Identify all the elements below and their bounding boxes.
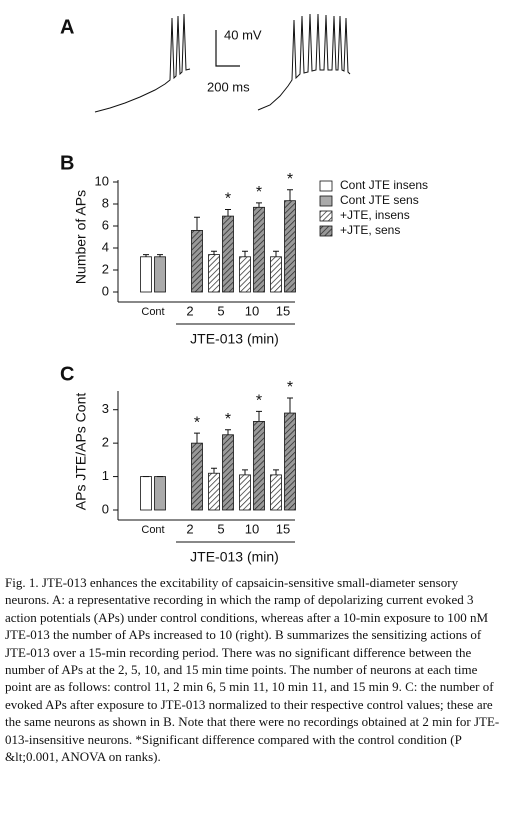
bar-hatch <box>270 256 282 292</box>
error-bar <box>273 250 279 257</box>
x-tick-label: 5 <box>217 303 224 318</box>
bar-hatch <box>253 207 265 292</box>
error-bar <box>225 209 231 217</box>
error-bar <box>143 254 149 257</box>
significance-mark: * <box>225 411 231 428</box>
error-bar <box>273 469 279 475</box>
legend-hatch <box>320 226 332 236</box>
y-tick-label: 0 <box>102 283 109 298</box>
bar-hatch <box>191 443 203 510</box>
y-tick-label: 6 <box>102 217 109 232</box>
y-tick-label: 2 <box>102 261 109 276</box>
legend-hatch <box>320 211 332 221</box>
bar-hatch <box>222 434 234 510</box>
error-bar <box>287 189 293 201</box>
y-tick-label: 2 <box>102 435 109 450</box>
y-tick-label: 8 <box>102 195 109 210</box>
error-bar <box>242 469 248 475</box>
y-axis-label: Number of APs <box>73 190 89 284</box>
legend-label: Cont JTE insens <box>340 178 428 192</box>
bar <box>140 476 152 511</box>
error-bar <box>194 216 200 231</box>
y-axis-label: APs JTE/APs Cont <box>73 393 89 511</box>
bar-hatch <box>270 474 282 510</box>
x-axis-label: JTE-013 (min) <box>190 331 279 347</box>
y-tick-label: 10 <box>95 173 109 188</box>
bar-hatch <box>284 200 296 292</box>
x-tick-label: 10 <box>245 303 259 318</box>
trace-control <box>94 13 191 113</box>
error-bar <box>211 250 217 255</box>
significance-mark: * <box>287 379 293 396</box>
error-bar <box>211 467 217 474</box>
error-bar <box>157 254 163 257</box>
legend-label: +JTE, insens <box>340 208 410 222</box>
panel-label: B <box>60 152 74 174</box>
x-tick-label: 2 <box>186 303 193 318</box>
x-tick-label: Cont <box>141 306 164 318</box>
error-bar <box>256 202 262 208</box>
legend-swatch <box>319 180 333 192</box>
bar-hatch <box>239 474 251 510</box>
bar <box>154 256 166 293</box>
x-tick-label: 15 <box>276 303 290 318</box>
significance-mark: * <box>225 191 231 208</box>
panel-label: A <box>60 16 74 38</box>
trace-jte <box>257 13 351 111</box>
bar <box>154 476 166 511</box>
scale-bar <box>215 30 240 67</box>
error-bar <box>194 432 200 444</box>
y-tick-label: 4 <box>102 239 109 254</box>
significance-mark: * <box>256 184 262 201</box>
significance-mark: * <box>287 171 293 188</box>
y-tick-label: 1 <box>102 468 109 483</box>
bar-hatch <box>253 421 265 510</box>
bar-hatch <box>284 413 296 510</box>
bar-hatch <box>239 256 251 292</box>
x-tick-label: 10 <box>245 521 259 536</box>
x-tick-label: 2 <box>186 521 193 536</box>
error-bar <box>242 250 248 257</box>
bar-hatch <box>191 230 203 292</box>
panel-label: C <box>60 363 74 385</box>
bar-hatch <box>208 254 220 292</box>
bar-hatch <box>208 473 220 510</box>
scale-voltage: 40 mV <box>224 27 262 42</box>
caption: Fig. 1. JTE-013 enhances the excitabilit… <box>5 575 500 765</box>
x-tick-label: 5 <box>217 521 224 536</box>
x-tick-label: Cont <box>141 524 164 536</box>
error-bar <box>225 429 231 435</box>
legend-label: Cont JTE sens <box>340 193 419 207</box>
error-bar <box>287 397 293 414</box>
x-axis-label: JTE-013 (min) <box>190 549 279 565</box>
error-bar <box>256 410 262 422</box>
scale-time: 200 ms <box>207 79 250 94</box>
legend-label: +JTE, sens <box>340 223 400 237</box>
legend-swatch <box>319 195 333 207</box>
x-tick-label: 15 <box>276 521 290 536</box>
bar <box>140 256 152 293</box>
significance-mark: * <box>194 414 200 431</box>
significance-mark: * <box>256 393 262 410</box>
y-tick-label: 0 <box>102 501 109 516</box>
bar-hatch <box>222 216 234 292</box>
y-tick-label: 3 <box>102 401 109 416</box>
